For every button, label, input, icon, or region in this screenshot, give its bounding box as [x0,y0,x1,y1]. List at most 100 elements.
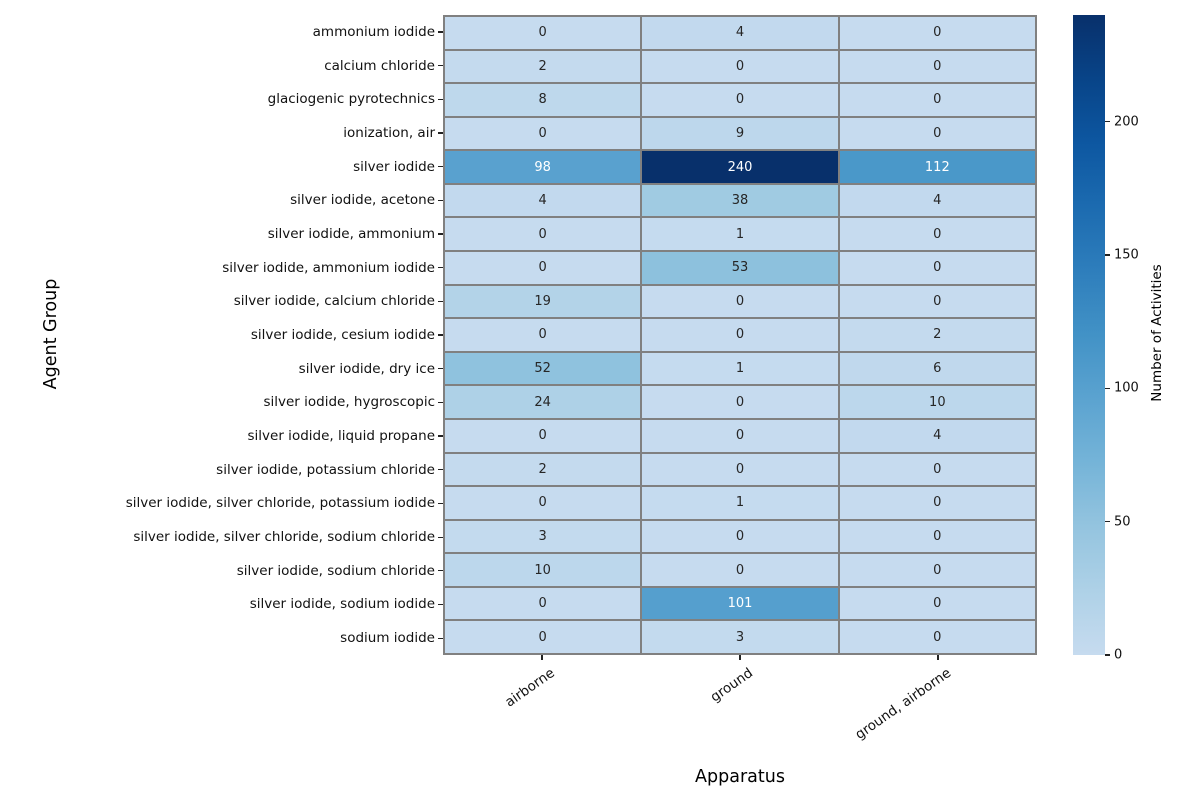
y-tick-mark [438,469,443,471]
cell-value: 0 [933,260,942,276]
y-tick-label: silver iodide, calcium chloride [233,293,435,310]
heatmap-cell: 2 [445,50,641,83]
y-tick-mark [438,31,443,33]
cell-value: 1 [735,226,745,242]
y-tick-mark [438,502,443,505]
heatmap-cell: 0 [445,218,641,251]
heatmap-cell: 4 [642,17,838,49]
heatmap-cell: 0 [642,285,838,318]
heatmap-cell: 4 [839,419,1035,452]
heatmap-cell: 38 [642,184,838,217]
heatmap-cell: 0 [445,419,641,452]
heatmap-cell: 10 [839,386,1035,418]
cell-value: 0 [933,58,942,74]
colorbar-tick-mark [1105,521,1110,523]
cell-value: 19 [534,293,551,309]
heatmap-cell: 1 [642,487,838,519]
colorbar-tick-label: 150 [1114,247,1139,263]
y-tick-mark [438,267,443,269]
y-axis-title: Agent Group [41,278,61,390]
heatmap-cell: 1 [642,218,838,251]
cell-value: 98 [534,159,551,175]
heatmap-cell: 0 [445,252,641,284]
y-tick-label: silver iodide, silver chloride, sodium c… [133,529,435,546]
cell-value: 9 [735,126,745,142]
y-tick-mark [438,165,443,168]
cell-value: 101 [727,596,753,612]
heatmap-cell: 0 [445,117,641,150]
cell-value: 0 [735,461,745,477]
cell-value: 0 [933,25,942,41]
cell-value: 0 [538,327,547,343]
cell-value: 0 [538,495,547,511]
heatmap-cell: 9 [642,117,838,150]
cell-value: 0 [933,562,942,578]
y-tick-label: glaciogenic pyrotechnics [267,91,435,108]
cell-value: 0 [538,428,547,444]
cell-value: 0 [735,92,745,108]
cell-value: 0 [538,25,547,41]
heatmap-cell: 0 [445,621,641,653]
colorbar-gradient [1073,15,1105,655]
heatmap-cell: 0 [445,319,641,351]
heatmap-cell: 0 [642,319,838,351]
colorbar-tick-mark [1105,121,1110,123]
heatmap-cell: 0 [642,84,838,116]
heatmap-cell: 240 [642,151,838,183]
cell-value: 0 [933,461,942,477]
y-tick-label: silver iodide, cesium iodide [250,327,435,343]
heatmap-cell: 0 [642,520,838,553]
cell-value: 52 [534,361,551,377]
cell-value: 6 [933,361,942,377]
heatmap-cell: 0 [839,487,1035,519]
cell-value: 4 [735,25,745,41]
cell-value: 112 [924,159,950,175]
y-tick-label: ionization, air [343,124,435,141]
cell-value: 0 [538,596,547,612]
y-tick-label: silver iodide, sodium iodide [249,596,435,613]
y-tick-mark [438,603,443,606]
heatmap-cell: 0 [642,386,838,418]
heatmap-cell: 8 [445,84,641,116]
y-tick-label: sodium iodide [340,630,435,647]
heatmap-cell: 0 [839,17,1035,49]
heatmap-cell: 53 [642,252,838,284]
y-tick-label: silver iodide, hygroscopic [263,394,435,411]
x-tick-mark [739,655,741,660]
colorbar-tick-label: 0 [1114,647,1123,663]
colorbar-tick-mark [1105,254,1110,256]
cell-value: 0 [538,126,547,142]
heatmap-cell: 3 [445,520,641,553]
heatmap-cell: 0 [839,621,1035,653]
heatmap-cell: 0 [445,17,641,49]
heatmap-cell: 98 [445,151,641,183]
y-tick-mark [438,536,443,538]
heatmap-cell: 10 [445,554,641,586]
heatmap-cell: 0 [642,453,838,486]
cell-value: 24 [534,394,551,410]
cell-value: 1 [735,361,745,377]
cell-value: 0 [933,629,942,645]
y-tick-label: silver iodide, ammonium [267,225,435,242]
cell-value: 0 [933,596,942,612]
heatmap-cell: 2 [445,453,641,486]
y-tick-label: silver iodide [353,158,435,175]
heatmap-cell: 4 [445,184,641,217]
heatmap-cell: 0 [839,50,1035,83]
cell-value: 0 [538,260,547,276]
cell-value: 0 [735,58,745,74]
heatmap-cell: 19 [445,285,641,318]
heatmap-cell: 4 [839,184,1035,217]
heatmap-cell: 2 [839,319,1035,351]
y-tick-mark [438,401,443,404]
x-axis-title: Apparatus [695,767,785,787]
heatmap-cell: 3 [642,621,838,653]
heatmap-cell: 6 [839,352,1035,385]
cell-value: 0 [933,293,942,309]
cell-value: 2 [538,461,547,477]
heatmap-cell: 0 [839,218,1035,251]
y-tick-mark [438,368,443,370]
colorbar-tick-label: 100 [1114,380,1139,396]
y-tick-label: silver iodide, silver chloride, potassiu… [125,495,435,512]
